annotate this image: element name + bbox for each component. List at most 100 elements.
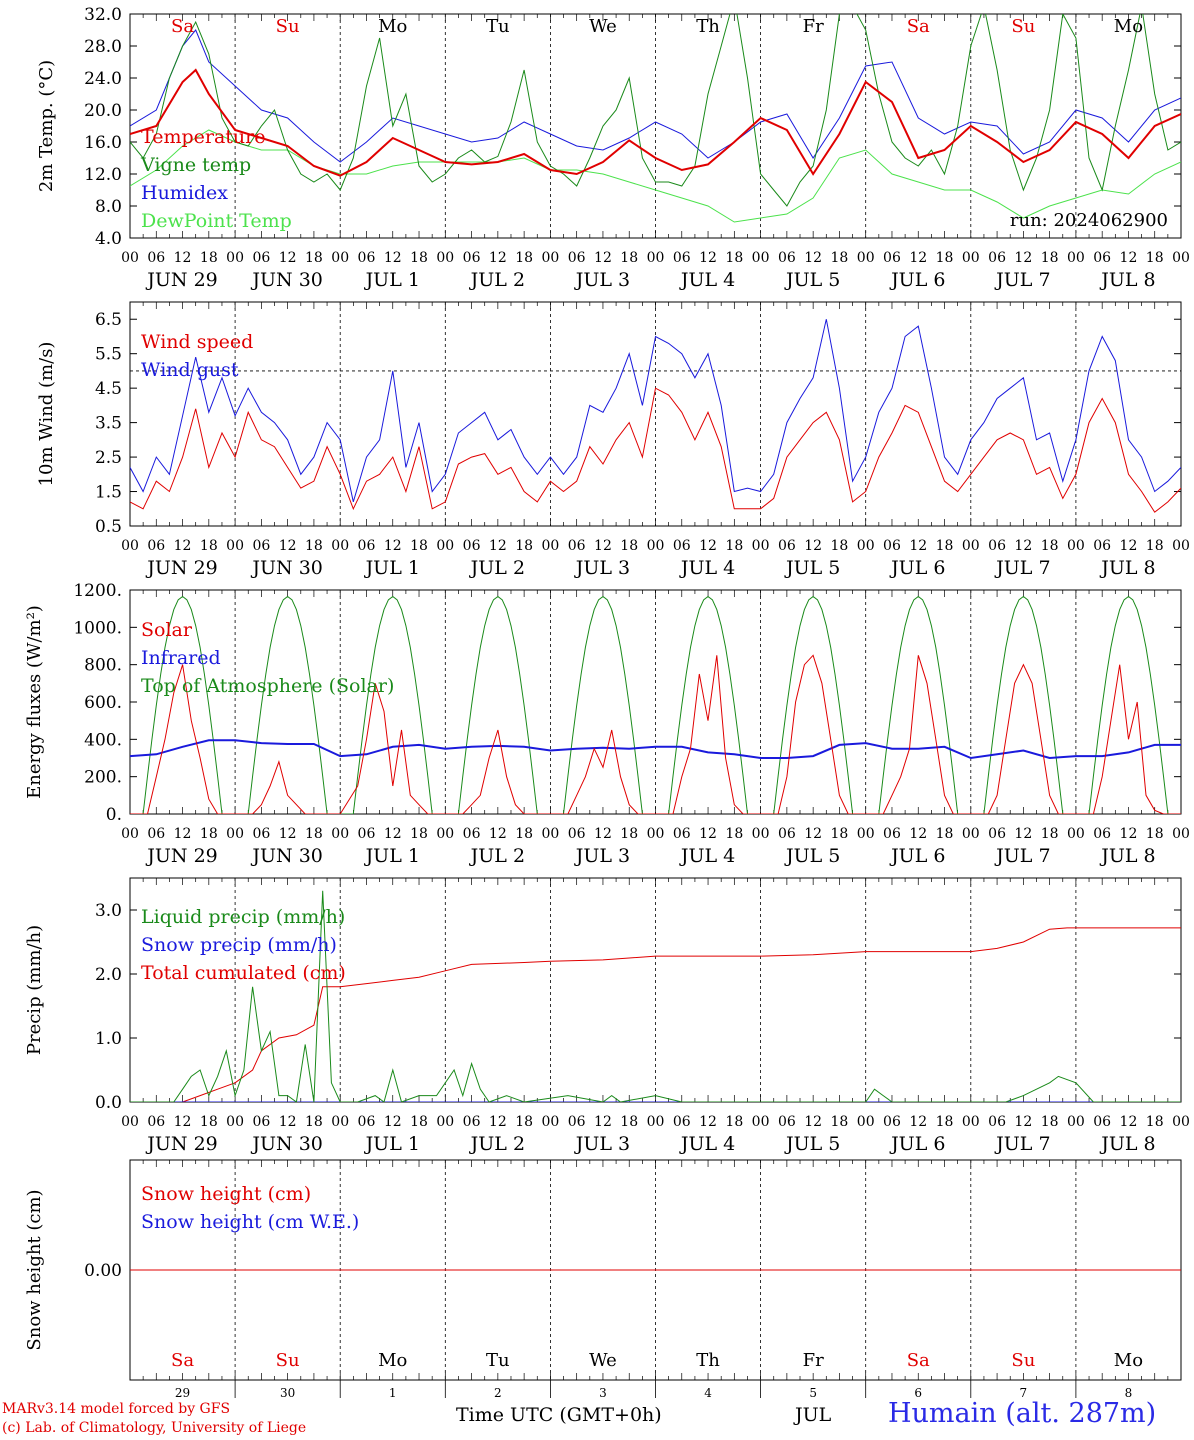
x-tick-label: 18 [200, 826, 218, 842]
x-tick-label: 00 [647, 1114, 665, 1130]
weekday-label-bottom: Th [696, 1350, 720, 1371]
x-tick-label: 18 [515, 538, 533, 554]
x-tick-label: 00 [541, 250, 559, 266]
x-tick-label: 00 [436, 1114, 454, 1130]
date-label: JUL 8 [1099, 269, 1155, 291]
day-number: 3 [599, 1386, 607, 1398]
x-tick-label: 00 [1067, 538, 1085, 554]
y-tick-label: 1200. [73, 581, 122, 601]
x-tick-label: 12 [594, 250, 612, 266]
x-tick-label: 12 [489, 826, 507, 842]
date-label: JUN 29 [145, 845, 217, 867]
legend-entry: DewPoint Temp [141, 210, 292, 232]
weekday-label-top: Fr [803, 16, 824, 37]
weekday-label-top: Mo [1114, 16, 1143, 37]
month-label: JUL [795, 1404, 832, 1426]
y-tick-label: 200. [84, 768, 122, 788]
x-tick-label: 12 [1120, 1114, 1138, 1130]
x-tick-label: 06 [147, 538, 165, 554]
x-tick-label: 12 [174, 826, 192, 842]
time-axis-title: Time UTC (GMT+0h) [456, 1404, 662, 1426]
x-tick-label: 06 [568, 250, 586, 266]
legend-entry: Snow height (cm W.E.) [141, 1211, 359, 1233]
x-tick-label: 18 [410, 1114, 428, 1130]
date-label: JUL 2 [469, 269, 525, 291]
x-tick-label: 12 [594, 538, 612, 554]
x-tick-label: 12 [1120, 538, 1138, 554]
x-tick-label: 00 [436, 250, 454, 266]
y-tick-label: 32.0 [84, 5, 122, 25]
series-line-2 [130, 319, 1181, 503]
date-label: JUL 8 [1099, 1133, 1155, 1155]
x-tick-label: 18 [1146, 538, 1164, 554]
x-tick-label: 06 [988, 1114, 1006, 1130]
series-line-1 [130, 68, 1181, 177]
x-tick-label: 00 [962, 538, 980, 554]
panel-3: 0. 200. 400. 600. 800. 1000. 1200. Energy fluxe… [24, 581, 1190, 867]
x-tick-label: 00 [647, 826, 665, 842]
x-tick-label: 18 [725, 538, 743, 554]
x-tick-label: 12 [909, 250, 927, 266]
y-tick-label: 3.5 [95, 414, 122, 434]
x-tick-label: 18 [831, 826, 849, 842]
x-tick-label: 06 [673, 538, 691, 554]
x-tick-label: 06 [988, 826, 1006, 842]
y-tick-label: 16.0 [84, 133, 122, 153]
x-tick-label: 12 [279, 826, 297, 842]
weekday-label-bottom: Tu [486, 1350, 510, 1371]
date-label: JUN 29 [145, 269, 217, 291]
y-tick-label: 0. [106, 805, 122, 825]
x-tick-label: 00 [647, 538, 665, 554]
y-tick-label: 0.0 [95, 1093, 122, 1113]
x-tick-label: 12 [909, 826, 927, 842]
weekday-label-top: Tu [486, 16, 510, 37]
date-label: JUL 1 [364, 845, 420, 867]
x-tick-label: 18 [515, 826, 533, 842]
y-tick-label: 12.0 [84, 165, 122, 185]
y-tick-label: 600. [84, 693, 122, 713]
x-tick-label: 00 [857, 826, 875, 842]
weekday-label-bottom: Sa [171, 1350, 194, 1371]
x-tick-label: 18 [1146, 1114, 1164, 1130]
x-tick-label: 18 [305, 538, 323, 554]
x-tick-label: 00 [647, 250, 665, 266]
x-tick-label: 18 [410, 826, 428, 842]
x-tick-label: 06 [568, 1114, 586, 1130]
weekday-label-top: Su [276, 16, 300, 37]
date-label: JUN 30 [250, 845, 322, 867]
x-tick-label: 12 [279, 538, 297, 554]
x-tick-label: 12 [699, 538, 717, 554]
x-tick-label: 06 [883, 1114, 901, 1130]
x-tick-label: 00 [857, 538, 875, 554]
date-label: JUL 4 [679, 269, 735, 291]
x-tick-label: 18 [936, 250, 954, 266]
weekday-label-bottom: Su [276, 1350, 300, 1371]
x-tick-label: 12 [1120, 250, 1138, 266]
date-label: JUL 4 [679, 557, 735, 579]
x-tick-label: 12 [909, 1114, 927, 1130]
x-tick-label: 18 [515, 1114, 533, 1130]
legend-entry: Infrared [141, 647, 221, 669]
x-tick-label: 12 [1014, 826, 1032, 842]
x-tick-label: 06 [358, 538, 376, 554]
x-tick-label: 12 [174, 1114, 192, 1130]
date-label: JUL 6 [889, 1133, 945, 1155]
x-tick-label: 12 [804, 538, 822, 554]
date-label: JUL 6 [889, 557, 945, 579]
x-tick-label: 00 [541, 826, 559, 842]
x-tick-label: 12 [489, 538, 507, 554]
date-label: JUL 1 [364, 1133, 420, 1155]
x-tick-label: 06 [252, 538, 270, 554]
y-axis-title: Snow height (cm) [24, 1189, 45, 1350]
y-tick-label: 2.5 [95, 448, 122, 468]
x-tick-label: 18 [515, 250, 533, 266]
weekday-label-bottom: Su [1011, 1350, 1035, 1371]
x-tick-label: 12 [174, 538, 192, 554]
x-tick-label: 00 [1067, 1114, 1085, 1130]
x-tick-label: 12 [279, 1114, 297, 1130]
y-tick-label: 8.0 [95, 197, 122, 217]
y-tick-label: 1.0 [95, 1029, 122, 1049]
x-tick-label: 00 [752, 826, 770, 842]
x-tick-label: 00 [226, 538, 244, 554]
x-tick-label: 00 [331, 826, 349, 842]
